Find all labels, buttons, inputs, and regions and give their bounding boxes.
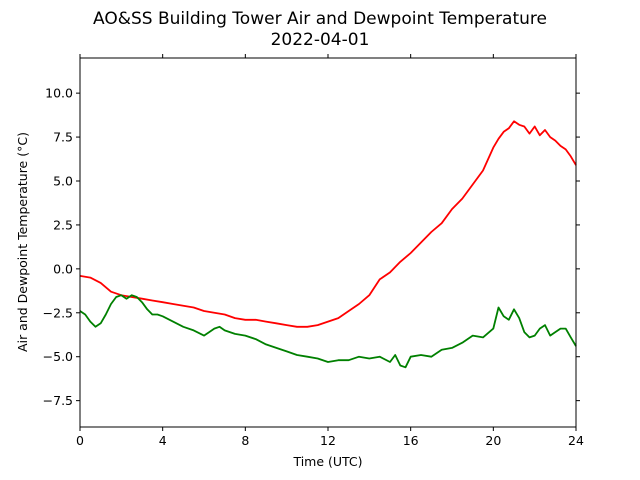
x-tick-label: 24 (568, 433, 584, 448)
chart-subtitle: 2022-04-01 (271, 30, 370, 50)
chart-title: AO&SS Building Tower Air and Dewpoint Te… (93, 9, 547, 29)
y-tick-label: 7.5 (53, 130, 73, 145)
x-tick-label: 0 (76, 433, 84, 448)
y-tick-label: 2.5 (53, 217, 73, 232)
x-tick-label: 8 (241, 433, 249, 448)
x-tick-label: 4 (159, 433, 167, 448)
plot-frame (79, 57, 577, 428)
series-line-1 (79, 294, 577, 369)
plot-lines (79, 120, 577, 369)
y-tick-label: 10.0 (45, 86, 73, 101)
y-axis-label: Air and Dewpoint Temperature (°C) (15, 132, 30, 352)
x-axis-label: Time (UTC) (292, 454, 362, 469)
series-line-0 (79, 120, 577, 328)
y-tick-label: 5.0 (53, 174, 73, 189)
y-tick-label: −2.5 (43, 305, 73, 320)
y-tick-label: −5.0 (43, 349, 73, 364)
axis-ticks: 0 4 8 12 16 20 24 −7.5 −5.0 −2.5 0.0 2.5 5.0 7.5 10.0 (43, 54, 584, 448)
y-tick-label: −7.5 (43, 393, 73, 408)
y-tick-label: 0.0 (53, 261, 73, 276)
x-tick-label: 16 (403, 433, 419, 448)
x-tick-label: 20 (485, 433, 501, 448)
x-tick-label: 12 (320, 433, 336, 448)
